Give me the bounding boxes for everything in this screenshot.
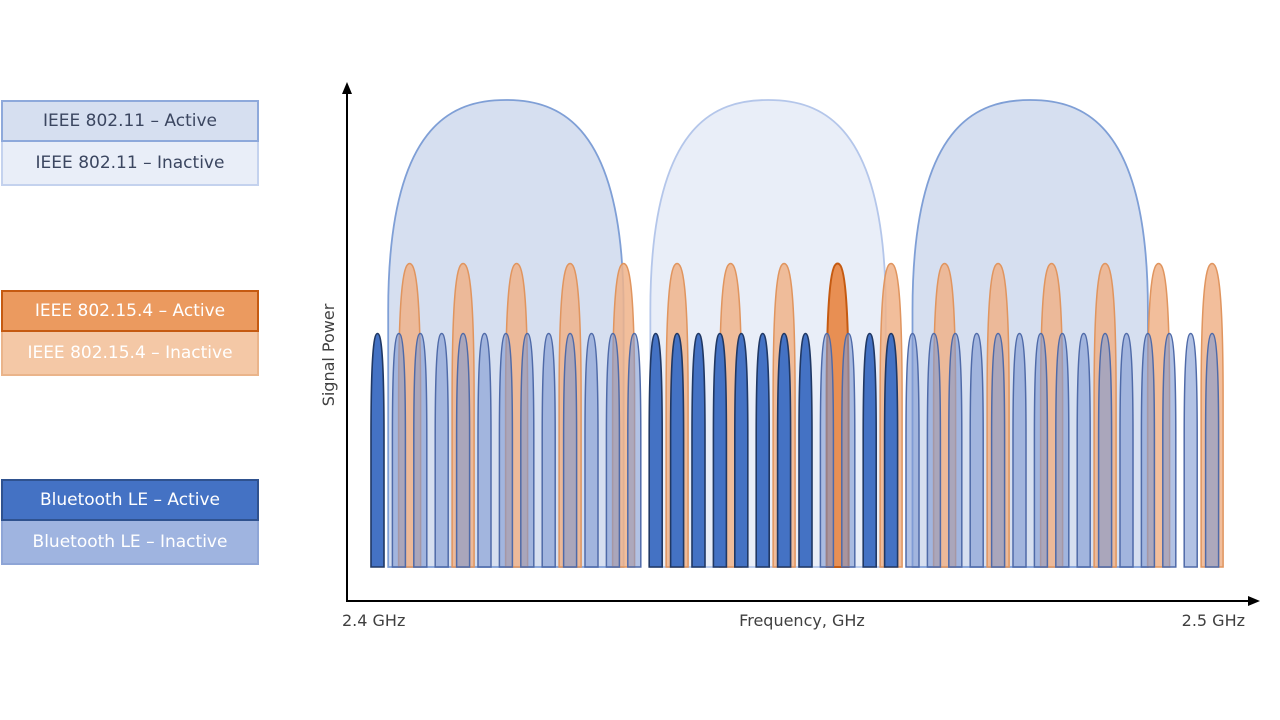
ble-channel-24-active [883,332,899,568]
ble-channel-19-active [776,332,792,568]
ble-channel-8-inactive [541,332,556,568]
ble-channel-16-active [712,332,728,568]
ble-channel-39-inactive [1204,332,1220,568]
ble-channel-14-active [669,332,685,568]
ble-channel-27-inactive [948,332,963,568]
ble-channel-5-inactive [477,332,492,568]
ble-channel-9-inactive [562,332,578,568]
x-tick-start: 2.4 GHz [342,611,405,630]
ble-channel-4-inactive [455,332,471,568]
legend-ble-inactive: Bluetooth LE – Inactive [1,521,259,565]
ble-channel-32-inactive [1055,332,1070,568]
ble-channel-10-inactive [584,332,599,568]
legend-ieee-802-11: IEEE 802.11 – Active IEEE 802.11 – Inact… [1,100,259,186]
ble-channel-18-active [755,332,770,568]
x-axis-label: Frequency, GHz [739,611,865,630]
ble-channel-2-inactive [413,332,428,568]
legend-wifi-inactive: IEEE 802.11 – Inactive [1,142,259,186]
ble-channel-3-inactive [434,332,449,568]
ble-channel-29-inactive [990,332,1006,568]
ble-channel-0-active [370,332,385,568]
ble-channel-28-inactive [969,332,984,568]
ble-channel-31-inactive [1033,332,1049,568]
ble-channel-13-active [648,332,663,568]
legend-bluetooth-le: Bluetooth LE – Active Bluetooth LE – Ina… [1,479,259,565]
ble-channel-15-active [691,332,706,568]
ble-channel-38-inactive [1183,332,1198,568]
y-axis-arrow-icon [342,82,352,94]
ble-channel-37-inactive [1162,332,1177,568]
legend-zigbee-active: IEEE 802.15.4 – Active [1,290,259,332]
ble-channel-26-inactive [926,332,942,568]
ble-channel-22-inactive [841,332,856,568]
ble-channel-17-active [734,332,749,568]
legend-ieee-802-15-4: IEEE 802.15.4 – Active IEEE 802.15.4 – I… [1,290,259,376]
ble-channel-6-inactive [498,332,514,568]
ble-channel-11-inactive [605,332,621,568]
y-axis-label: Signal Power [319,303,338,406]
ble-channel-35-inactive [1119,332,1134,568]
legend-wifi-active: IEEE 802.11 – Active [1,100,259,142]
ble-channel-7-inactive [520,332,535,568]
ble-channel-12-inactive [627,332,642,568]
ble-channel-20-active [798,332,813,568]
ble-channel-25-inactive [905,332,920,568]
ble-channel-36-inactive [1140,332,1156,568]
ble-channel-34-inactive [1097,332,1113,568]
ble-channel-33-inactive [1076,332,1091,568]
ble-channel-21-inactive [819,332,835,568]
legend-ble-active: Bluetooth LE – Active [1,479,259,521]
ble-channel-30-inactive [1012,332,1027,568]
x-tick-end: 2.5 GHz [1182,611,1245,630]
ble-channel-1-inactive [391,332,407,568]
x-axis-arrow-icon [1248,596,1260,606]
ble-channels [370,332,1220,568]
legend-zigbee-inactive: IEEE 802.15.4 – Inactive [1,332,259,376]
ble-channel-23-active [862,332,877,568]
